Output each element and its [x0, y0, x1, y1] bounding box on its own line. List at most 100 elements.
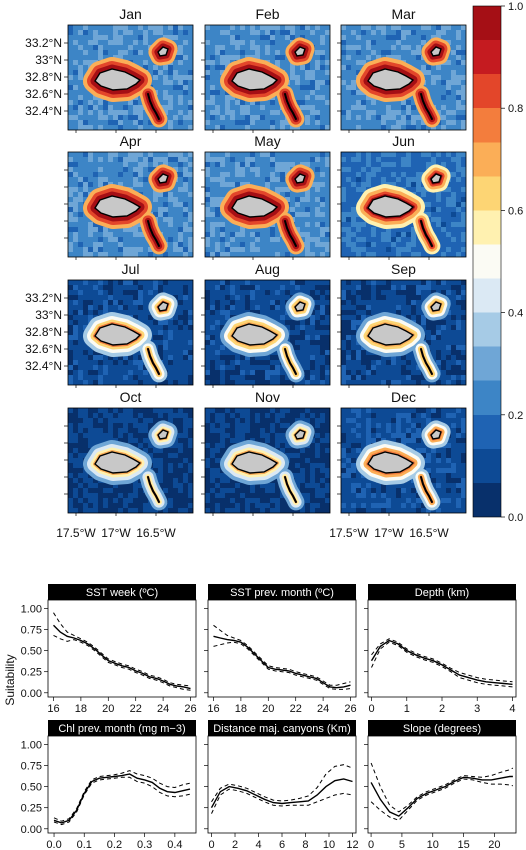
map-frame [67, 151, 194, 258]
y-tick-label: 0.00 [21, 824, 42, 836]
lat-tick-label: 33°N [35, 53, 62, 67]
panel-header [368, 720, 516, 736]
colorbar-tick-label: 0.4 [508, 308, 523, 320]
x-tick-label: 10 [323, 839, 335, 850]
y-axis-label: Suitability [3, 654, 17, 705]
x-tick-label: 22 [130, 703, 142, 715]
x-tick-label: 2 [439, 703, 445, 715]
map-panel-oct: Oct [64, 389, 194, 516]
map-frame [340, 407, 467, 514]
map-frame [204, 151, 331, 258]
map-frame [67, 407, 194, 514]
y-tick-label: 1.00 [21, 739, 42, 751]
y-tick-label: 0.25 [21, 803, 42, 815]
panel-frame [207, 735, 357, 834]
curve-lower [371, 641, 513, 688]
x-tick-label: 20 [102, 703, 114, 715]
month-title: Dec [391, 389, 416, 405]
lat-tick-label: 33°N [35, 308, 62, 322]
x-tick-label: 4 [255, 839, 261, 850]
x-tick-label: 3 [474, 703, 480, 715]
colorbar-tick-label: 0.2 [508, 410, 523, 422]
lat-tick-label: 32.8°N [25, 325, 62, 339]
lat-tick-label: 32.8°N [25, 70, 62, 84]
response-panel-0: SST week (ºC) 16 18 20 22 24 26 0.00 0.25 0.50 0.7… [21, 584, 197, 715]
latitude-axis: 33.2°N 33°N 32.8°N 32.6°N 32.4°N 33.2°N 33°N 32… [25, 36, 62, 373]
month-title: Feb [255, 6, 279, 22]
x-tick-label: 6 [279, 839, 285, 850]
curve-lower [370, 778, 514, 821]
y-tick-label: 0.50 [21, 782, 42, 794]
curve-upper [53, 770, 191, 822]
month-title: May [254, 133, 280, 149]
map-panel-dec: Dec [337, 389, 467, 516]
panel-header [48, 584, 196, 600]
x-tick-label: 16 [47, 703, 59, 715]
panel-title: Distance maj. canyons (Km) [213, 723, 351, 735]
x-tick-label: 18 [75, 703, 87, 715]
month-title: Nov [255, 389, 280, 405]
map-panel-feb: Feb [201, 6, 331, 133]
map-panel-mar: Mar [337, 6, 467, 133]
month-title: Aug [255, 261, 280, 277]
y-tick-label: 0.75 [21, 761, 42, 773]
panel-header [208, 720, 356, 736]
month-title: Oct [120, 389, 142, 405]
curve-upper [371, 638, 513, 683]
y-tick-label: 0.75 [21, 625, 42, 637]
map-panel-nov: Nov [201, 389, 331, 516]
lat-tick-label: 33.2°N [25, 291, 62, 305]
map-frame [67, 279, 194, 386]
x-tick-label: 8 [302, 839, 308, 850]
map-panel-jun: Jun [337, 133, 467, 260]
map-panel-apr: Apr [64, 133, 194, 260]
x-tick-label: 18 [235, 703, 247, 715]
x-tick-label: 2 [232, 839, 238, 850]
x-tick-label: 0.2 [107, 839, 122, 850]
curve-fit [213, 635, 351, 689]
x-tick-label: 20 [262, 703, 274, 715]
curve-lower [53, 776, 191, 826]
x-tick-label: 12 [346, 839, 358, 850]
curve-lower [53, 634, 191, 691]
panel-frame [47, 599, 197, 698]
response-curves: SST week (ºC)16 18 20 22 24 260.000.250.500.7… [21, 584, 517, 850]
map-panel-jan: Jan [64, 6, 194, 133]
lon-tick-label: 17°W [101, 526, 131, 540]
curve-lower [213, 641, 351, 690]
x-tick-label: 0.0 [46, 839, 61, 850]
curve-fit [370, 775, 513, 817]
x-tick-label: 24 [157, 703, 169, 715]
colorbar-ramp [472, 5, 502, 518]
month-title: Jul [122, 261, 140, 277]
panel-header [208, 584, 356, 600]
lon-tick-label: 17.5°W [329, 526, 369, 540]
month-title: Sep [391, 261, 416, 277]
x-tick-label: 0.3 [137, 839, 152, 850]
lon-tick-label: 17°W [374, 526, 404, 540]
map-frame [204, 24, 331, 131]
y-tick-label: 0.50 [21, 646, 42, 658]
panel-frame [207, 599, 357, 698]
x-tick-label: 26 [184, 703, 196, 715]
curve-fit [210, 778, 353, 809]
x-tick-label: 24 [317, 703, 329, 715]
x-tick-label: 0.1 [77, 839, 92, 850]
lon-tick-label: 16.5°W [409, 526, 449, 540]
curve-fit [370, 639, 513, 685]
x-tick-label: 0 [368, 839, 374, 850]
map-frame [340, 279, 467, 386]
lat-tick-label: 33.2°N [25, 36, 62, 50]
response-panel-2: Depth (km) 0 1 2 3 4 [364, 584, 517, 715]
panel-title: Depth (km) [415, 587, 469, 599]
lat-tick-label: 32.4°N [25, 359, 62, 373]
curve-upper [370, 762, 514, 813]
panel-title: Slope (degrees) [403, 723, 481, 735]
x-tick-label: 1 [404, 703, 410, 715]
month-title: Jun [392, 133, 415, 149]
response-panel-1: SST prev. month (ºC) 16 18 20 22 24 26 [204, 584, 357, 715]
x-tick-label: 10 [427, 839, 439, 850]
map-panel-jul: Jul [64, 261, 194, 388]
x-tick-label: 0 [208, 839, 214, 850]
